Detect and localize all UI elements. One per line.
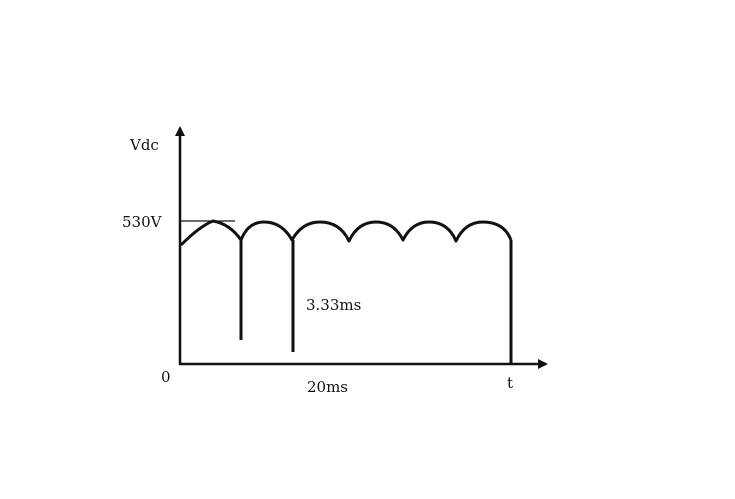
y-axis-label: Vdc: [130, 136, 159, 154]
peak-voltage-label: 530V: [122, 213, 162, 231]
period-label: 20ms: [307, 378, 349, 396]
x-axis-label: t: [507, 374, 514, 392]
origin-label: 0: [161, 368, 171, 386]
rectified-ripple-waveform: [179, 219, 513, 247]
dip-interval-label: 3.33ms: [306, 296, 362, 314]
